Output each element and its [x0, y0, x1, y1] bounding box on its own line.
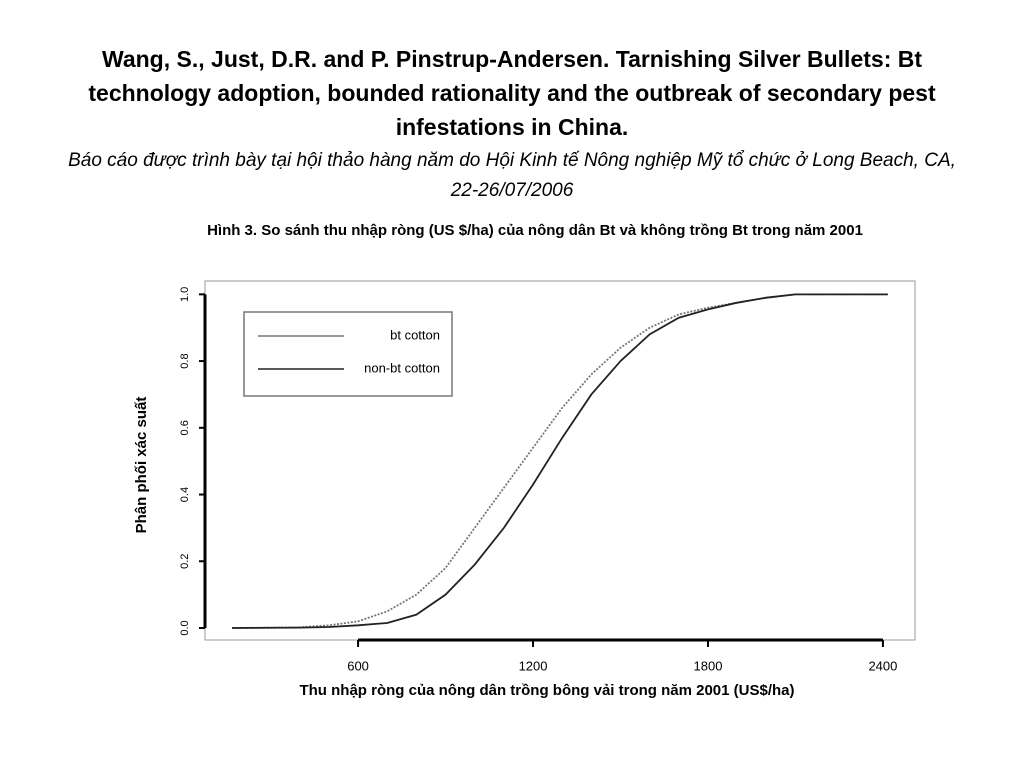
x-axis-label: Thu nhập ròng của nông dân trồng bông vả…	[299, 682, 794, 699]
y-tick-label: 0.0	[179, 620, 191, 635]
y-axis-label: Phân phối xác suất	[133, 397, 150, 534]
y-tick-label: 0.4	[179, 487, 191, 502]
y-tick-label: 0.8	[179, 353, 191, 368]
y-tick-label: 0.2	[179, 554, 191, 569]
x-tick-label: 1800	[694, 658, 723, 673]
legend-label: bt cotton	[390, 327, 440, 342]
x-tick-label: 600	[347, 658, 369, 673]
x-tick-label: 2400	[868, 658, 897, 673]
chart-title: Hình 3. So sánh thu nhập ròng (US $/ha) …	[207, 222, 863, 239]
x-tick-label: 1200	[519, 658, 548, 673]
series-line	[232, 293, 888, 629]
legend-box	[243, 311, 453, 397]
legend-label: non-bt cotton	[364, 360, 440, 375]
y-tick-label: 0.6	[179, 420, 191, 435]
citation: Wang, S., Just, D.R. and P. Pinstrup-And…	[88, 46, 936, 140]
y-tick-label: 1.0	[179, 287, 191, 302]
conference: Báo cáo được trình bày tại hội thảo hàng…	[68, 150, 956, 201]
